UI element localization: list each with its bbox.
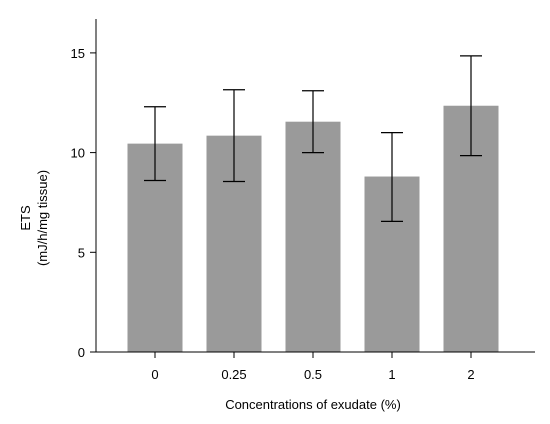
error-bar-4 <box>460 55 482 157</box>
x-axis-title: Concentrations of exudate (%) <box>225 397 401 412</box>
y-tick-label-3: 15 <box>71 46 85 61</box>
x-tick-label-4: 2 <box>467 367 474 382</box>
error-bar-3 <box>381 132 403 222</box>
x-tick-label-2: 0.5 <box>304 367 322 382</box>
y-axis-title-line2: (mJ/h/mg tissue) <box>35 170 50 266</box>
error-bars-group <box>144 55 482 222</box>
error-bar-1 <box>223 89 245 183</box>
x-tick-label-1: 0.25 <box>221 367 246 382</box>
x-tick-label-3: 1 <box>388 367 395 382</box>
y-axis-title-line1: ETS <box>18 205 33 231</box>
x-ticks-group: 0 0.25 0.5 1 2 <box>151 352 475 382</box>
y-tick-label-2: 10 <box>71 146 85 161</box>
y-tick-label-0: 0 <box>78 345 85 360</box>
y-ticks-group: 0 5 10 15 <box>71 46 96 360</box>
y-tick-label-1: 5 <box>78 245 85 260</box>
x-tick-label-0: 0 <box>151 367 158 382</box>
bar-2 <box>285 121 341 352</box>
error-bar-0 <box>144 106 166 182</box>
error-bar-2 <box>302 90 324 154</box>
